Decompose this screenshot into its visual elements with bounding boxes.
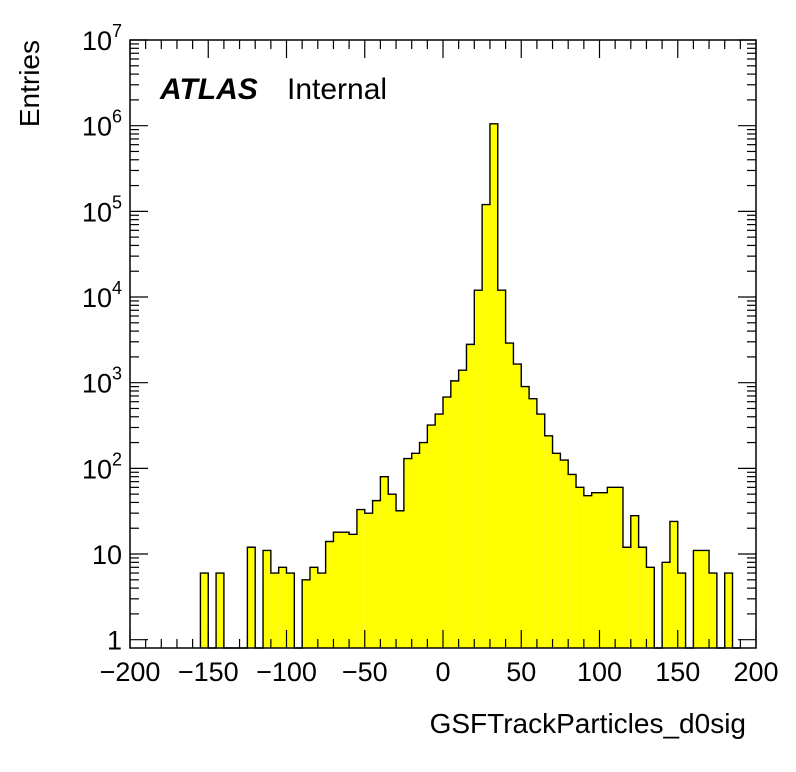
histogram-bar: [364, 513, 373, 648]
histogram-bar: [317, 573, 326, 648]
histogram-bar: [427, 425, 436, 648]
histogram-bar: [513, 364, 522, 648]
histogram-bar: [450, 380, 459, 648]
x-axis-title: GSFTrackParticles_d0sig: [430, 708, 746, 739]
histogram-bar: [489, 123, 498, 648]
histogram-bar: [560, 460, 569, 648]
histogram-bar: [693, 550, 702, 648]
histogram-bar: [466, 344, 475, 648]
y-axis-title: Entries: [14, 40, 45, 127]
histogram-bar: [474, 290, 483, 648]
histogram-bar: [724, 573, 733, 648]
histogram-bars: [199, 123, 741, 649]
histogram-bar: [544, 435, 553, 648]
histogram-bar: [599, 492, 608, 648]
y-tick-label: 104: [82, 278, 122, 313]
histogram-bar: [200, 573, 209, 648]
histogram-bar: [458, 370, 467, 648]
x-tick-label: −200: [100, 657, 161, 687]
histogram-bar: [286, 573, 295, 648]
histogram-bar: [669, 521, 678, 648]
histogram-bar: [505, 343, 514, 648]
histogram-bar: [270, 573, 279, 648]
histogram-bar: [372, 500, 381, 648]
x-tick-label: −50: [342, 657, 388, 687]
histogram-outline: [199, 123, 741, 649]
histogram-bar: [646, 567, 655, 648]
histogram-bar: [443, 397, 451, 648]
x-tick-label: 200: [733, 657, 778, 687]
y-tick-label: 10: [92, 540, 122, 570]
y-tick-label: 1: [107, 626, 122, 656]
y-tick-label: 107: [82, 21, 122, 56]
histogram-bar: [552, 453, 561, 648]
histogram-bar: [302, 579, 310, 648]
y-tick-labels: 1 10 102 103 104 105 106 107: [82, 21, 122, 656]
histogram-bar: [701, 550, 710, 648]
histogram-bar: [380, 476, 389, 648]
y-tick-label: 106: [82, 107, 122, 142]
histogram-bar: [576, 487, 584, 648]
histogram-bar: [349, 534, 357, 648]
histogram-bar: [615, 487, 623, 648]
atlas-label: ATLAS: [159, 73, 258, 106]
histogram-bar: [521, 386, 530, 648]
x-tick-label: −150: [178, 657, 239, 687]
histogram-bar: [497, 290, 506, 648]
internal-label: Internal: [287, 73, 387, 106]
histogram-bar: [583, 495, 592, 648]
axis-ticks: [129, 39, 757, 648]
histogram-bar: [309, 567, 318, 648]
histogram-bar: [536, 414, 545, 648]
histogram-bar: [325, 541, 334, 648]
histogram-bar: [529, 398, 537, 648]
x-tick-label: 50: [506, 657, 536, 687]
histogram-bar: [263, 550, 271, 648]
histogram-bar: [356, 509, 365, 648]
histogram-bar: [622, 547, 631, 648]
histogram-bar: [278, 567, 287, 648]
y-tick-label: 102: [82, 449, 122, 484]
histogram-bar: [411, 453, 420, 648]
histogram-bar: [630, 515, 639, 648]
histogram-bar: [247, 547, 256, 648]
histogram-bar: [709, 573, 717, 648]
x-tick-label: 0: [435, 657, 450, 687]
x-tick-label: −100: [256, 657, 317, 687]
histogram-bar: [333, 532, 342, 648]
histogram-bar: [396, 510, 404, 648]
histogram-bar: [607, 487, 616, 648]
histogram-bar: [568, 474, 577, 648]
histogram-bar: [216, 573, 224, 648]
x-tick-label: 100: [577, 657, 622, 687]
histogram-bar: [638, 547, 647, 648]
histogram-bar: [662, 562, 670, 648]
x-tick-label: 150: [655, 657, 700, 687]
histogram-bar: [677, 573, 686, 648]
histogram-bar: [419, 442, 428, 648]
y-tick-label: 103: [82, 364, 122, 399]
histogram-bar: [403, 458, 412, 648]
plot-frame: [129, 39, 757, 649]
histogram-bar: [341, 532, 350, 648]
histogram-bar: [591, 492, 600, 648]
histogram-bar: [435, 414, 443, 648]
x-tick-labels: −200 −150 −100 −50 0 50 100 150 200: [100, 657, 779, 687]
histogram-bar: [388, 494, 397, 648]
y-tick-label: 105: [82, 192, 122, 227]
histogram-bar: [482, 204, 490, 648]
